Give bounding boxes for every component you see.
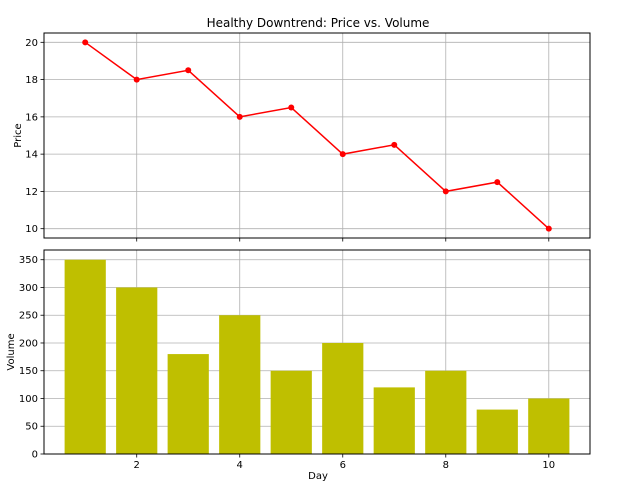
volume-y-tick-label: 50 xyxy=(25,422,38,433)
volume-y-tick-label: 300 xyxy=(19,283,38,294)
volume-bar xyxy=(373,387,415,454)
price-series xyxy=(82,39,552,232)
x-tick-label: 4 xyxy=(237,460,243,471)
volume-y-tick-label: 350 xyxy=(19,255,38,266)
volume-y-tick-label: 200 xyxy=(19,338,38,349)
volume-y-tick-label: 100 xyxy=(19,394,38,405)
volume-bar xyxy=(528,398,570,454)
price-point xyxy=(545,225,552,232)
price-point xyxy=(185,67,192,74)
volume-y-ticks: 0 50 100 150 200 250 300 350 xyxy=(19,255,44,461)
volume-x-ticks: 2 4 6 8 10 xyxy=(134,454,555,471)
price-y-tick-label: 14 xyxy=(25,150,38,161)
price-gridlines xyxy=(44,33,590,238)
volume-axes-frame xyxy=(43,249,591,455)
chart-title: Healthy Downtrend: Price vs. Volume xyxy=(207,16,430,30)
volume-y-tick-label: 250 xyxy=(19,311,38,322)
volume-bar xyxy=(270,370,312,454)
price-point xyxy=(339,151,346,158)
price-point xyxy=(494,179,501,186)
volume-y-tick-label: 150 xyxy=(19,366,38,377)
price-axes-frame xyxy=(43,32,591,239)
price-point xyxy=(442,188,449,195)
price-point xyxy=(82,39,89,46)
x-tick-label: 10 xyxy=(542,460,555,471)
price-y-ticks: 10 12 14 16 18 20 xyxy=(25,38,44,235)
price-y-tick-label: 12 xyxy=(25,187,38,198)
x-tick-label: 6 xyxy=(340,460,346,471)
volume-bar xyxy=(476,409,518,454)
volume-bar xyxy=(64,259,106,454)
volume-bar xyxy=(425,370,467,454)
volume-bar xyxy=(167,354,209,454)
x-tick-label: 8 xyxy=(443,460,449,471)
price-panel: 10 12 14 16 18 20 Price xyxy=(13,32,591,242)
volume-y-tick-label: 0 xyxy=(32,450,38,461)
price-y-tick-label: 18 xyxy=(25,75,38,86)
volume-panel: 0 50 100 150 200 250 300 350 2 4 6 8 10 Volume xyxy=(6,249,591,471)
volume-series xyxy=(64,259,570,454)
price-line xyxy=(84,41,550,230)
volume-bar xyxy=(322,342,364,454)
price-point xyxy=(133,76,140,83)
price-y-axis-label: Price xyxy=(13,123,24,147)
volume-bar xyxy=(116,287,158,454)
price-y-tick-label: 10 xyxy=(25,224,38,235)
price-point xyxy=(288,104,295,111)
price-y-tick-label: 16 xyxy=(25,112,38,123)
x-tick-label: 2 xyxy=(134,460,140,471)
price-point xyxy=(236,113,243,120)
price-y-tick-label: 20 xyxy=(25,38,38,49)
price-point xyxy=(391,141,398,148)
x-axis-label: Day xyxy=(308,471,328,482)
volume-y-axis-label: Volume xyxy=(6,333,17,370)
price-x-ticks xyxy=(136,238,550,242)
volume-bar xyxy=(219,315,261,454)
price-plot-area xyxy=(44,33,590,238)
